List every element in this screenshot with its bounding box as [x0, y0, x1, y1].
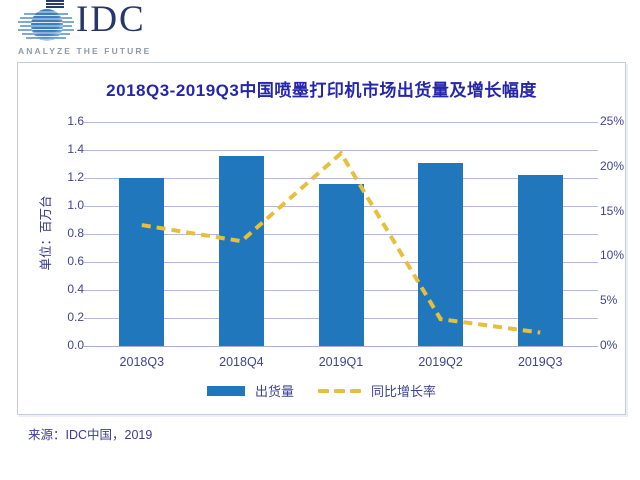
legend-bar-label: 出货量 [254, 384, 294, 399]
left-axis-tick-1.2: 1.2 [67, 170, 84, 184]
left-axis-tick-1.6: 1.6 [67, 114, 84, 128]
idc-logo: IDC ANALYZE THE FUTURE [18, 0, 168, 58]
x-axis-label-2018Q4: 2018Q4 [219, 355, 264, 369]
chart-panel: 2018Q3-2019Q3中国喷墨打印机市场出货量及增长幅度 单位：百万台 出货… [17, 62, 626, 415]
legend-bar-swatch [206, 385, 245, 396]
left-axis-tick-1.0: 1.0 [67, 198, 84, 212]
right-axis-tick-20%: 20% [600, 158, 625, 173]
left-axis-tick-0.4: 0.4 [67, 282, 84, 296]
bar-2018Q3 [119, 178, 165, 346]
x-axis-label-2018Q3: 2018Q3 [119, 355, 165, 369]
right-axis-tick-25%: 25% [600, 114, 625, 128]
idc-tagline: ANALYZE THE FUTURE [18, 46, 152, 56]
left-axis-tick-1.4: 1.4 [67, 142, 84, 156]
left-axis-tick-0.8: 0.8 [67, 226, 84, 240]
source-note: 来源：IDC中国，2019 [28, 428, 153, 442]
growth-rate-line [141, 150, 541, 335]
chart-title: 2018Q3-2019Q3中国喷墨打印机市场出货量及增长幅度 [106, 81, 537, 100]
gridline-1.2 [84, 177, 598, 179]
legend-line-swatch [318, 388, 361, 393]
x-axis-label-2019Q1: 2019Q1 [318, 355, 364, 369]
legend-line-label: 同比增长率 [371, 384, 437, 399]
chart-legend: 出货量 同比增长率 [18, 381, 625, 400]
left-axis-tick-0.6: 0.6 [67, 254, 84, 268]
right-axis-tick-15%: 15% [600, 203, 625, 218]
right-axis-tick-10%: 10% [600, 248, 625, 263]
idc-globe-icon [18, 0, 76, 44]
bar-2019Q3 [517, 175, 563, 346]
x-axis-label-2019Q3: 2019Q3 [517, 355, 563, 369]
right-axis-tick-5%: 5% [600, 293, 618, 308]
bar-2019Q1 [318, 183, 364, 346]
bar-2018Q4 [218, 155, 264, 346]
gridline-1.4 [84, 149, 598, 151]
gridline-1.6 [84, 121, 598, 123]
x-axis-label-2019Q2: 2019Q2 [418, 355, 463, 369]
plot-area [84, 121, 598, 347]
left-axis-tick-0.0: 0.0 [67, 338, 84, 352]
left-axis-tick-0.2: 0.2 [67, 310, 84, 324]
right-axis-tick-0%: 0% [600, 338, 618, 352]
gridline-0.0 [84, 345, 598, 347]
idc-brand-text: IDC [76, 0, 146, 40]
